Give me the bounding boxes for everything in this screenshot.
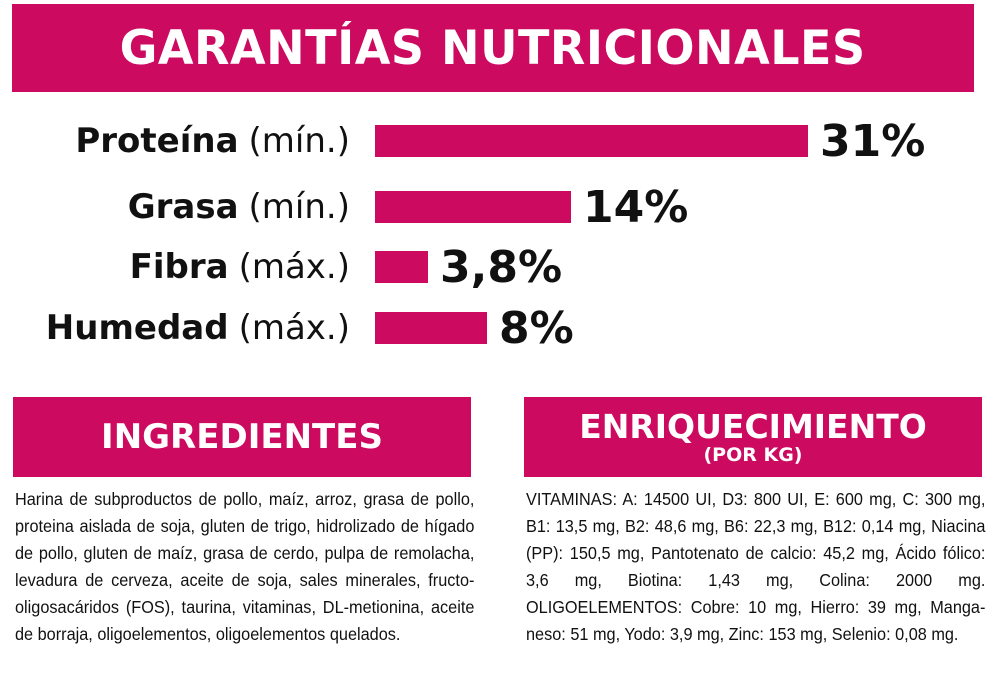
bar-grasa: [375, 191, 571, 223]
category-name: Humedad: [45, 308, 229, 348]
category-label: Humedad (máx.): [46, 298, 350, 358]
chart-row: Grasa (mín.) 14%: [0, 177, 986, 237]
value-label: 3,8%: [440, 241, 563, 293]
chart-row: Humedad (máx.) 8%: [0, 298, 986, 358]
enrichment-heading: ENRIQUECIMIENTO: [579, 407, 927, 446]
category-name: Fibra: [129, 247, 229, 287]
bar-humedad: [375, 312, 487, 344]
category-label: Fibra (máx.): [130, 237, 350, 297]
enrichment-subheading: (POR KG): [703, 444, 803, 466]
category-qualifier: (máx.): [238, 308, 350, 348]
category-qualifier: (mín.): [248, 121, 350, 161]
value-label: 14%: [583, 181, 689, 233]
value-label: 31%: [820, 115, 926, 167]
title-banner: GARANTÍAS NUTRICIONALES: [12, 4, 974, 92]
category-name: Grasa: [127, 187, 239, 227]
chart-title: GARANTÍAS NUTRICIONALES: [119, 20, 867, 76]
category-label: Grasa (mín.): [128, 177, 350, 237]
category-qualifier: (máx.): [238, 247, 350, 287]
chart-row: Proteína (mín.) 31%: [0, 111, 986, 171]
category-label: Proteína (mín.): [75, 111, 350, 171]
bar-fibra: [375, 251, 428, 283]
category-name: Proteína: [75, 121, 239, 161]
enrichment-banner: ENRIQUECIMIENTO (POR KG): [524, 397, 982, 477]
ingredients-banner: INGREDIENTES: [13, 397, 471, 477]
bar-proteína: [375, 125, 808, 157]
ingredients-heading: INGREDIENTES: [101, 417, 383, 457]
ingredients-text: Harina de subproductos de pollo, maíz, a…: [15, 489, 475, 644]
enrichment-text: VITAMINAS: A: 14500 UI, D3: 800 UI, E: 6…: [526, 489, 986, 644]
category-qualifier: (mín.): [248, 187, 350, 227]
value-label: 8%: [499, 302, 574, 354]
chart-row: Fibra (máx.) 3,8%: [0, 237, 986, 297]
